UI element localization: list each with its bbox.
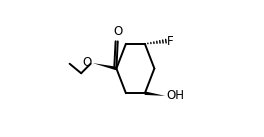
- Text: O: O: [113, 25, 122, 38]
- Polygon shape: [93, 63, 117, 70]
- Text: F: F: [167, 35, 174, 48]
- Text: O: O: [83, 56, 92, 69]
- Polygon shape: [145, 91, 165, 96]
- Text: OH: OH: [166, 89, 184, 102]
